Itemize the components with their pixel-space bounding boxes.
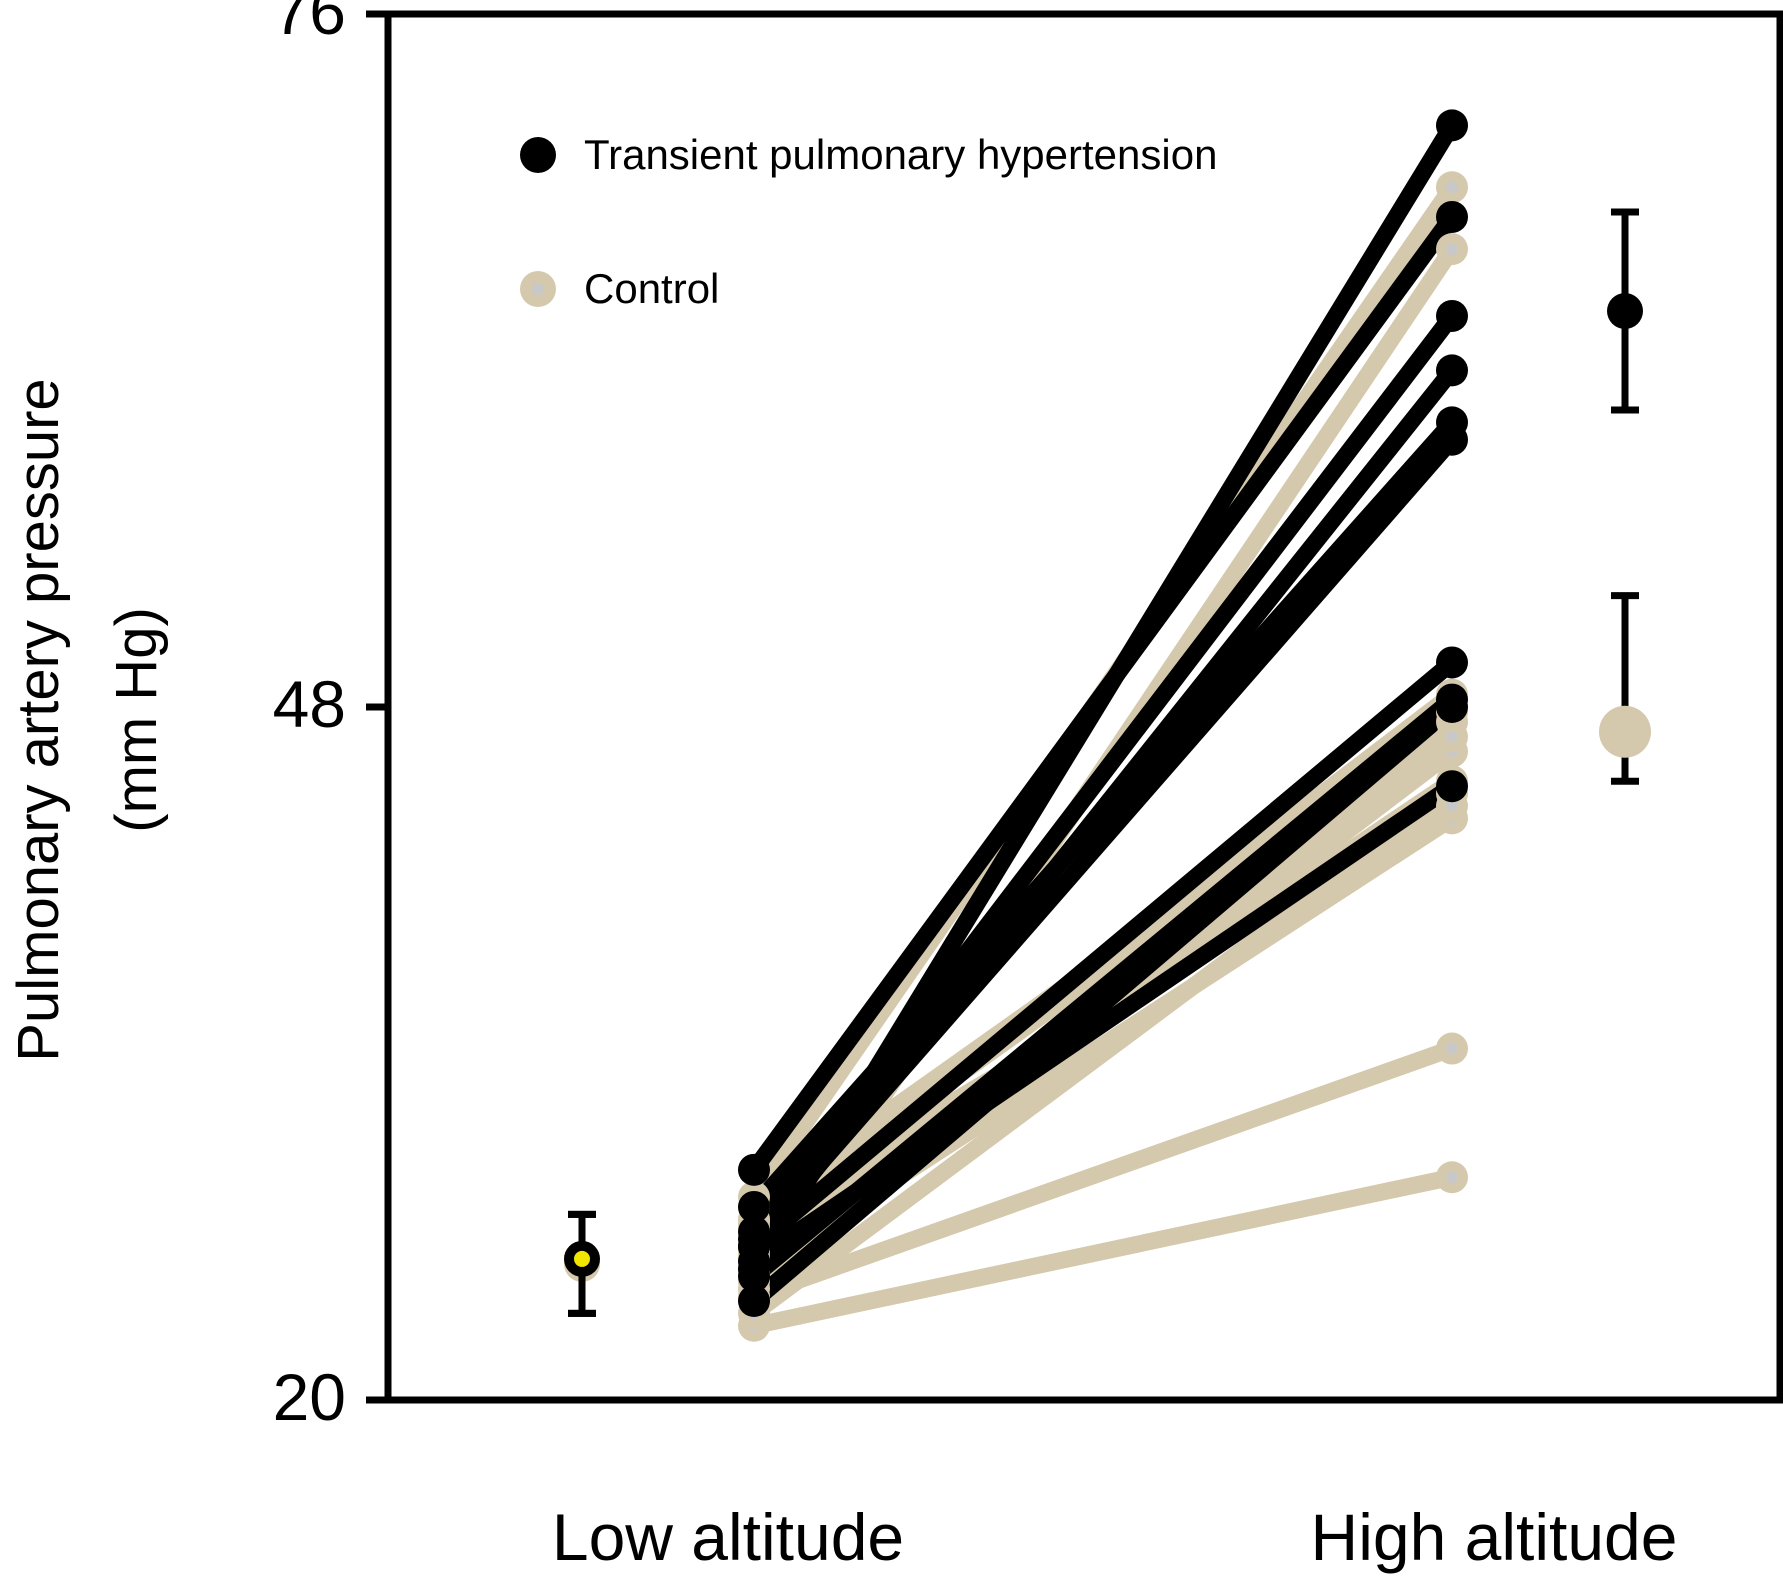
data-point-center-control (1446, 1171, 1458, 1184)
data-point-center-control (1446, 181, 1458, 194)
summary-layer (564, 208, 1651, 1317)
subject-line-tph (745, 413, 1461, 1216)
data-point-tph (738, 1285, 770, 1317)
subject-line-control (745, 1040, 1461, 1305)
data-point-tph (1436, 683, 1468, 716)
x-category-low: Low altitude (552, 1500, 904, 1574)
x-category-high: High altitude (1311, 1500, 1678, 1574)
data-point-tph (1436, 770, 1468, 803)
y-tick-label: 20 (273, 1360, 346, 1434)
points-layer (738, 109, 1468, 1342)
data-point-tph (1436, 354, 1468, 387)
legend: Transient pulmonary hypertension Control (520, 131, 1217, 312)
legend-label: Transient pulmonary hypertension (584, 131, 1217, 178)
data-point-center-control (1446, 1042, 1458, 1055)
legend-marker-center (532, 283, 544, 295)
data-point-tph (1436, 109, 1468, 142)
lines-layer (745, 116, 1461, 1335)
y-tick-label: 76 (273, 0, 346, 48)
data-point-tph (1436, 299, 1468, 332)
y-axis-label-line1: Pulmonary artery pressure (6, 378, 71, 1061)
data-point-tph (738, 1245, 770, 1278)
legend-label: Control (584, 265, 719, 312)
mean-marker-center-tph (574, 1250, 590, 1267)
y-axis-label: Pulmonary artery pressure (mm Hg) (6, 378, 169, 1061)
data-point-tph (738, 1153, 770, 1186)
data-point-tph (1436, 423, 1468, 456)
ticks-layer: 20 48 76 (273, 0, 388, 1434)
data-point-center-control (1446, 243, 1458, 256)
legend-marker (520, 137, 556, 173)
mean-marker-control (1599, 705, 1651, 758)
data-point-tph (1436, 646, 1468, 679)
subject-line-control (745, 1168, 1461, 1335)
mean-marker-tph (1607, 293, 1643, 329)
data-point-tph (738, 1190, 770, 1223)
subject-line-tph (745, 431, 1461, 1248)
subject-line-tph (745, 777, 1461, 1270)
subject-line-tph (745, 208, 1461, 1179)
data-point-center-control (1446, 730, 1458, 743)
data-point-center-control (1446, 800, 1458, 812)
y-axis-label-line2: (mm Hg) (104, 607, 169, 833)
data-point-tph (1436, 200, 1468, 233)
subject-line-tph (745, 653, 1461, 1256)
y-tick-label: 48 (273, 667, 346, 741)
